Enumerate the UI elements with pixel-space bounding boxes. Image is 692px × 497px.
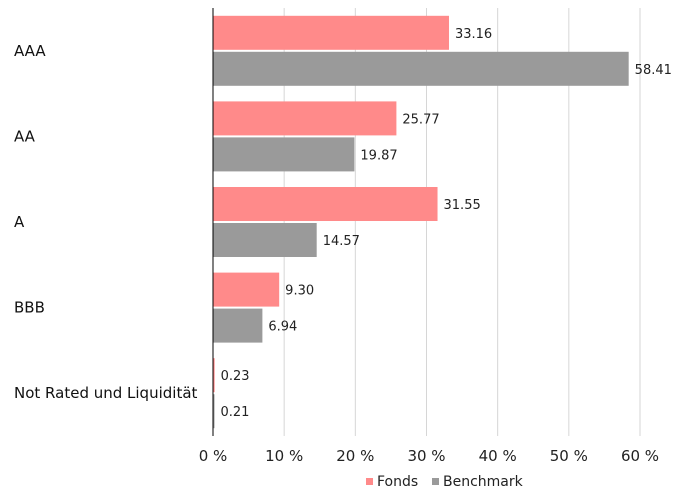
bar-benchmark-1 (213, 137, 355, 172)
bar-fonds-0 (213, 15, 449, 50)
category-label: A (14, 213, 25, 231)
category-label: Not Rated und Liquidität (14, 384, 198, 402)
legend-label-benchmark: Benchmark (443, 474, 524, 490)
bar-fonds-1 (213, 101, 397, 136)
legend-swatch-benchmark (432, 478, 439, 485)
bar-fonds-4 (213, 358, 215, 393)
data-label: 0.21 (220, 405, 249, 420)
data-label: 19.87 (360, 148, 397, 163)
data-labels: 33.16 58.41 25.77 19.87 31.55 14.57 9.30 6.94 0.… (220, 27, 671, 420)
data-label: 31.55 (444, 198, 481, 213)
legend-swatch-fonds (366, 478, 373, 485)
data-label: 9.30 (285, 284, 314, 299)
x-tick-label: 0 % (199, 447, 228, 465)
bar-fonds-2 (213, 187, 438, 221)
x-tick-label: 30 % (407, 447, 445, 465)
category-label: BBB (14, 299, 45, 317)
x-tick-label: 40 % (479, 447, 517, 465)
category-label: AAA (14, 42, 46, 60)
x-axis-ticks: 0 % 10 % 20 % 30 % 40 % 50 % 60 % (199, 447, 659, 465)
bar-fonds-3 (213, 272, 280, 307)
legend-label-fonds: Fonds (377, 474, 418, 490)
data-label: 25.77 (402, 112, 439, 127)
data-label: 0.23 (221, 369, 250, 384)
bar-benchmark-0 (213, 51, 629, 86)
x-tick-label: 60 % (621, 447, 659, 465)
data-label: 6.94 (268, 320, 297, 335)
bar-benchmark-2 (213, 223, 317, 257)
bar-benchmark-3 (213, 308, 263, 343)
data-label: 33.16 (455, 27, 492, 42)
data-label: 14.57 (323, 234, 360, 249)
x-tick-label: 10 % (265, 447, 303, 465)
data-label: 58.41 (635, 63, 672, 78)
bars-group (213, 15, 629, 429)
category-label: AA (14, 127, 36, 145)
x-tick-label: 20 % (336, 447, 374, 465)
bar-benchmark-4 (213, 394, 215, 429)
x-tick-label: 50 % (550, 447, 588, 465)
legend: Fonds Benchmark (366, 474, 524, 490)
